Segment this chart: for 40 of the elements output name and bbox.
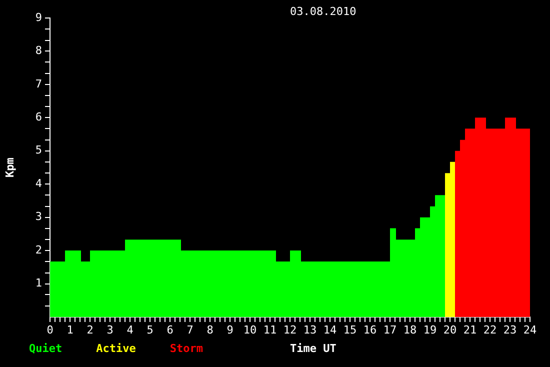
y-tick-label: 2	[35, 243, 42, 256]
x-tick-label: 9	[226, 323, 234, 336]
y-tick-label: 3	[35, 210, 42, 224]
x-tick-label: 5	[146, 323, 154, 336]
x-tick-label: 19	[423, 323, 437, 336]
x-axis-title: Time UT	[290, 342, 336, 355]
x-tick-label: 8	[206, 323, 214, 336]
x-tick-label: 12	[283, 323, 297, 336]
y-axis-title: Kpm	[3, 157, 16, 178]
text: Active	[96, 342, 136, 355]
x-tick-label: 0	[46, 323, 54, 336]
x-tick-label: 4	[126, 323, 134, 336]
x-tick-label: 15	[343, 323, 357, 336]
x-tick-label: 20	[443, 323, 457, 336]
chart-title: 03.08.2010	[290, 5, 356, 18]
x-tick-label: 16	[363, 323, 377, 336]
y-tick-label: 8	[35, 44, 42, 58]
x-tick-label: 18	[403, 323, 417, 336]
x-tick-label: 17	[383, 323, 397, 336]
x-tick-label: 3	[106, 323, 114, 336]
y-tick-label: 1	[35, 276, 42, 290]
x-tick-label: 23	[503, 323, 517, 336]
y-tick-label: 9	[35, 10, 42, 24]
y-tick-label: 4	[35, 176, 42, 190]
x-tick-label: 22	[483, 323, 497, 336]
x-tick-label: 2	[86, 323, 94, 336]
text: Quiet	[29, 342, 62, 355]
x-tick-label: 21	[463, 323, 477, 336]
x-tick-label: 11	[263, 323, 277, 336]
x-tick-label: 6	[166, 323, 174, 336]
y-tick-label: 7	[35, 77, 42, 90]
y-tick-label: 6	[35, 110, 42, 124]
y-tick-label: 5	[35, 144, 42, 157]
x-tick-label: 13	[303, 323, 317, 336]
x-tick-label: 14	[323, 323, 337, 336]
x-tick-label: 24	[523, 323, 537, 336]
x-tick-label: 7	[186, 323, 194, 336]
x-tick-label: 10	[243, 323, 257, 336]
x-tick-label: 1	[66, 323, 74, 336]
text: Storm	[170, 342, 203, 355]
